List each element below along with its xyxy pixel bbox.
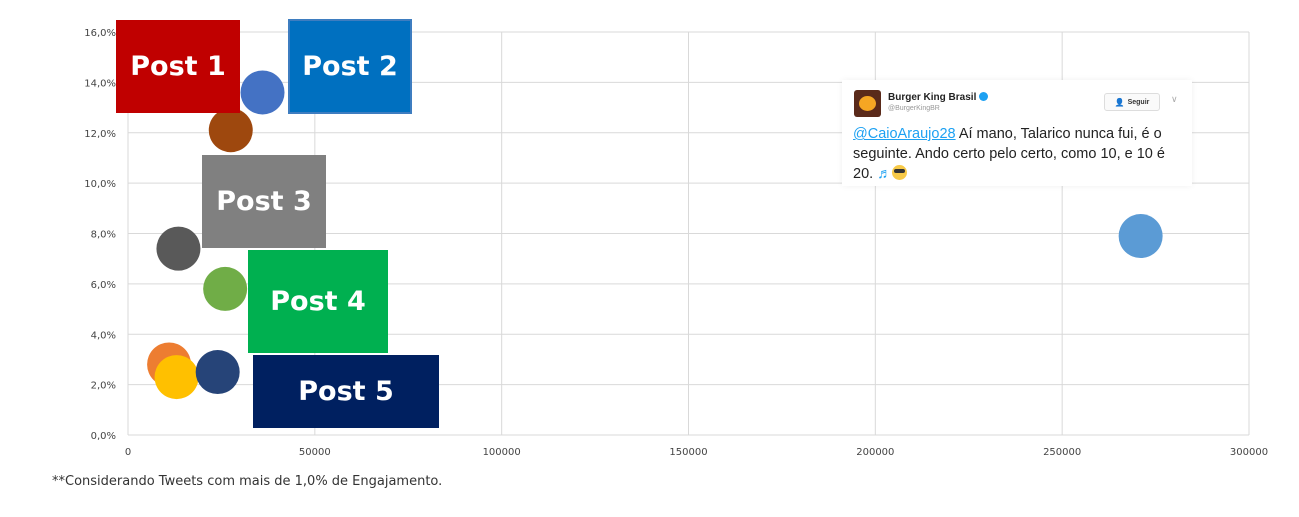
y-tick-label: 12,0% [84, 129, 116, 140]
tweet-body: Aí mano, Talarico nunca fui, é o seguint… [853, 126, 1165, 182]
post-5-label: Post 5 [253, 355, 439, 428]
x-tick-label: 200000 [856, 447, 894, 458]
smile-icon [891, 165, 907, 180]
footnote: **Considerando Tweets com mais de 1,0% d… [52, 474, 443, 489]
bubble-point-7 [195, 350, 240, 395]
post-4-label: Post 4 [248, 250, 388, 353]
tweet-mention-link[interactable]: @CaioAraujo28 [853, 126, 956, 142]
chart-points [147, 70, 1163, 400]
x-tick-label: 300000 [1230, 447, 1268, 458]
tweet-card: Burger King Brasil @BurgerKingBR 👤 Seguir… [842, 80, 1192, 186]
bubble-point-1 [240, 70, 285, 115]
bubble-point-3 [156, 226, 201, 271]
tweet-author-name-text: Burger King Brasil [888, 92, 977, 103]
bubble-point-6 [154, 355, 199, 400]
y-tick-label: 10,0% [84, 179, 116, 190]
x-tick-label: 250000 [1043, 447, 1081, 458]
y-tick-label: 8,0% [91, 230, 116, 241]
follow-button[interactable]: 👤 Seguir [1104, 93, 1160, 111]
y-axis-ticks: 0,0% 2,0% 4,0% 6,0% 8,0% 10,0% 12,0% 14,0% 16,0% [84, 28, 116, 442]
x-tick-label: 50000 [299, 447, 331, 458]
chevron-down-icon[interactable]: ∨ [1171, 94, 1178, 104]
y-tick-label: 16,0% [84, 28, 116, 39]
post-2-label: Post 2 [288, 19, 412, 114]
music-icon: ♬ [877, 166, 892, 182]
bubble-point-8 [1118, 214, 1163, 259]
tweet-author-handle[interactable]: @BurgerKingBR [888, 105, 940, 112]
x-axis-ticks: 0 50000 100000 150000 200000 250000 300000 [125, 447, 1268, 458]
post-3-label: Post 3 [202, 155, 326, 248]
bubble-point-2 [208, 108, 253, 153]
burger-king-logo-icon[interactable] [854, 90, 881, 117]
y-tick-label: 4,0% [91, 330, 116, 341]
tweet-author-name[interactable]: Burger King Brasil [888, 92, 989, 103]
post-1-label: Post 1 [116, 20, 240, 113]
verified-icon [979, 92, 989, 101]
follow-button-label: Seguir [1127, 98, 1150, 106]
x-tick-label: 0 [125, 447, 131, 458]
y-tick-label: 14,0% [84, 78, 116, 89]
add-user-icon: 👤 [1114, 97, 1125, 107]
x-tick-label: 100000 [483, 447, 521, 458]
tweet-text: @CaioAraujo28 Aí mano, Talarico nunca fu… [853, 124, 1183, 184]
y-tick-label: 2,0% [91, 381, 116, 392]
x-tick-label: 150000 [669, 447, 707, 458]
bubble-point-4 [203, 266, 248, 311]
y-tick-label: 0,0% [91, 431, 116, 442]
y-tick-label: 6,0% [91, 280, 116, 291]
